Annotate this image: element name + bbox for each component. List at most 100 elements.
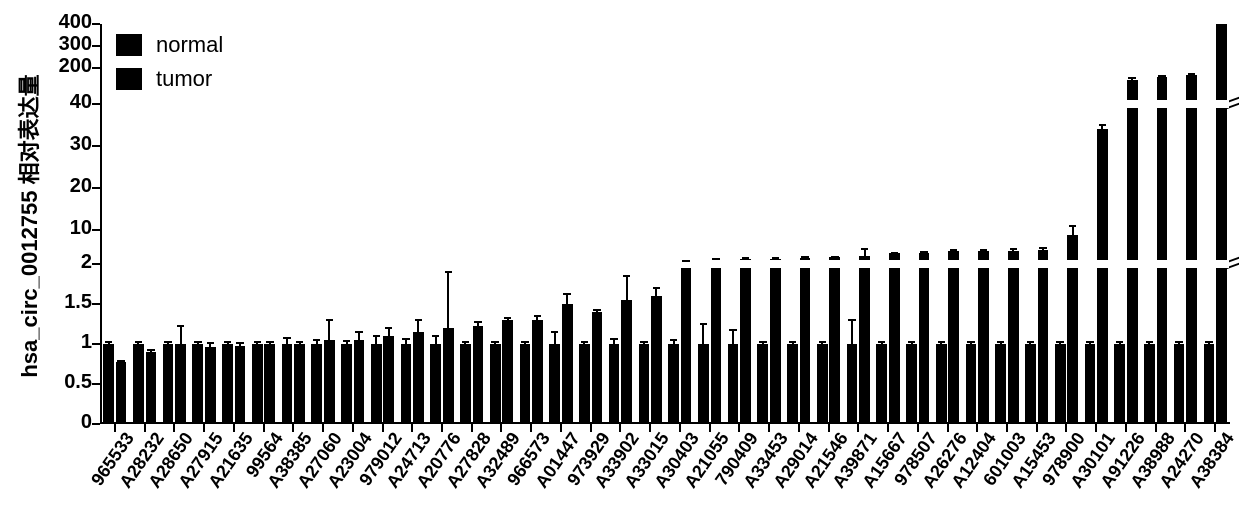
bar-normal [936, 344, 947, 424]
error-bar [851, 320, 853, 344]
bar-tumor [1038, 250, 1049, 424]
bar-break [1184, 260, 1199, 268]
error-cap [1116, 341, 1123, 343]
error-cap [801, 256, 808, 258]
error-cap [504, 317, 511, 319]
error-bar [417, 320, 419, 332]
bar-normal [1055, 344, 1066, 424]
error-cap [967, 341, 974, 343]
error-bar [655, 288, 657, 296]
error-cap [670, 339, 677, 341]
error-cap [1039, 247, 1046, 249]
bar-normal [163, 344, 174, 424]
error-cap [236, 342, 243, 344]
error-cap [1205, 341, 1212, 343]
error-bar [566, 294, 568, 304]
y-tick-label: 20 [70, 175, 100, 198]
bar-tumor [354, 340, 365, 424]
error-cap [326, 319, 333, 321]
bar-break [827, 260, 842, 268]
error-cap [551, 331, 558, 333]
bar-break [1214, 260, 1229, 268]
error-cap [831, 256, 838, 258]
bar-normal [1144, 344, 1155, 424]
bar-break [709, 260, 724, 268]
bar-break [798, 260, 813, 268]
bar-break [887, 260, 902, 268]
bar-tumor [829, 257, 840, 424]
error-cap [415, 319, 422, 321]
bar-tumor [889, 253, 900, 424]
y-axis-title: hsa_circ_0012755 相对表达量 [12, 26, 44, 426]
bar-normal [1174, 344, 1185, 424]
error-cap [742, 257, 749, 259]
bar-normal [103, 344, 114, 424]
error-cap [593, 309, 600, 311]
bar-tumor [562, 304, 573, 424]
error-cap [1128, 77, 1135, 79]
bar-normal [728, 344, 739, 424]
error-cap [1175, 341, 1182, 343]
bar-normal [1085, 344, 1096, 424]
error-cap [1027, 341, 1034, 343]
bar-tumor [294, 344, 305, 424]
error-cap [623, 275, 630, 277]
y-tick-label: 1 [81, 331, 100, 354]
error-bar [328, 320, 330, 340]
bar-tumor [1067, 235, 1078, 424]
bar-normal [995, 344, 1006, 424]
error-cap [878, 341, 885, 343]
error-cap [521, 341, 528, 343]
error-cap [1069, 225, 1076, 227]
bar-break [1125, 260, 1140, 268]
bar-normal [787, 344, 798, 424]
error-cap [177, 325, 184, 327]
error-cap [908, 341, 915, 343]
bar-normal [460, 344, 471, 424]
bar-tumor [413, 332, 424, 424]
expression-bar-chart: hsa_circ_0012755 相对表达量 normal tumor 00.5… [0, 0, 1240, 529]
bar-tumor [948, 251, 959, 424]
bar-break [1006, 260, 1021, 268]
bar-normal [668, 344, 679, 424]
error-cap [997, 341, 1004, 343]
bar-normal [341, 344, 352, 424]
error-cap [700, 323, 707, 325]
bar-break [1065, 260, 1080, 268]
error-cap [355, 331, 362, 333]
bar-normal [1204, 344, 1215, 424]
bar-tumor [175, 344, 186, 424]
bar-break [1095, 260, 1110, 268]
error-cap [343, 340, 350, 342]
error-bar [180, 326, 182, 344]
bar-tumor [235, 346, 246, 424]
bar-break [1184, 100, 1199, 108]
error-cap [474, 321, 481, 323]
error-bar [1072, 226, 1074, 234]
error-cap [117, 360, 124, 362]
bar-normal [192, 344, 203, 424]
bar-break [738, 260, 753, 268]
bar-break [1125, 100, 1140, 108]
bar-tumor [651, 296, 662, 424]
bar-tumor [1097, 129, 1108, 424]
error-cap [135, 341, 142, 343]
bar-tumor [740, 259, 751, 424]
error-cap [462, 341, 469, 343]
error-cap [1146, 341, 1153, 343]
y-tick-label: 400 [59, 11, 100, 34]
bar-break [857, 260, 872, 268]
bar-tumor [1216, 24, 1227, 424]
error-cap [682, 260, 689, 262]
error-cap [373, 335, 380, 337]
error-bar [447, 272, 449, 328]
error-cap [891, 252, 898, 254]
error-cap [1056, 341, 1063, 343]
error-cap [772, 257, 779, 259]
error-bar [702, 324, 704, 344]
error-bar [554, 332, 556, 344]
bar-tumor [592, 312, 603, 424]
bar-tumor [324, 340, 335, 424]
error-cap [563, 293, 570, 295]
error-cap [164, 341, 171, 343]
